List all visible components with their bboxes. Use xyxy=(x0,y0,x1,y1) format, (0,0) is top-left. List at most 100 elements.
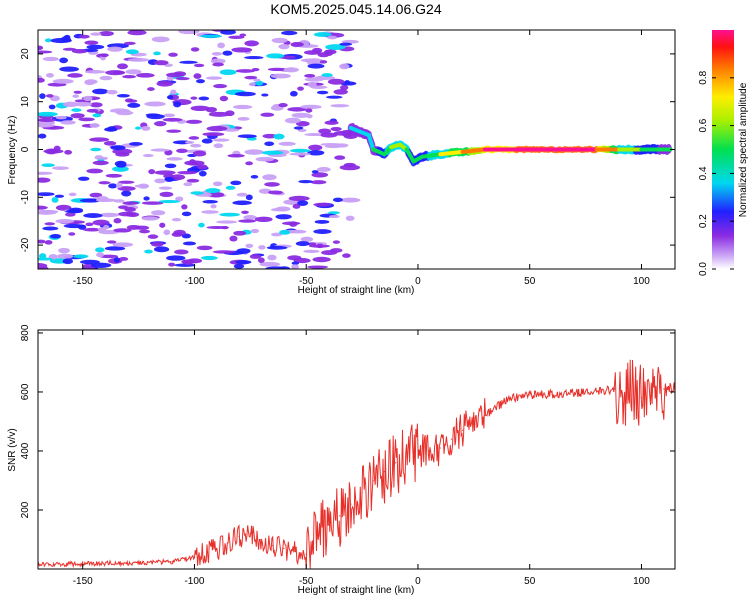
noise-blob xyxy=(196,245,213,251)
noise-blob xyxy=(324,50,334,56)
noise-blob xyxy=(51,197,59,203)
noise-blob xyxy=(92,88,109,95)
noise-blob xyxy=(104,127,118,132)
noise-blob xyxy=(116,182,123,189)
snr-y-axis-label: SNR (v/v) xyxy=(7,428,18,471)
noise-blob xyxy=(339,164,361,171)
noise-blob xyxy=(106,89,118,95)
noise-blob xyxy=(339,42,353,46)
noise-blob xyxy=(185,140,195,144)
noise-blob xyxy=(179,60,198,64)
noise-blob xyxy=(297,86,304,91)
noise-blob xyxy=(115,110,134,116)
noise-blob xyxy=(118,257,129,261)
snr-panel: -150 -100 -50 0 50 100 200 400 600 800 Height of … xyxy=(7,324,676,596)
colorbar-tick-label: 0.4 xyxy=(698,166,709,180)
noise-blob xyxy=(38,77,45,83)
noise-blob xyxy=(310,180,327,185)
colorbar-tick-label: 0.6 xyxy=(698,118,709,132)
x-tick-label: -150 xyxy=(73,276,93,287)
noise-blob xyxy=(316,90,329,95)
noise-blob xyxy=(289,148,311,153)
noise-blob xyxy=(71,108,82,112)
snr-data-point xyxy=(614,388,616,390)
noise-blob xyxy=(173,229,186,236)
noise-blob xyxy=(311,170,319,174)
noise-blob xyxy=(52,78,74,84)
noise-blob xyxy=(264,141,275,147)
noise-blob xyxy=(291,261,300,265)
noise-blob xyxy=(188,136,200,140)
noise-blob xyxy=(175,77,190,81)
y-tick-label: 600 xyxy=(20,383,31,400)
noise-blob xyxy=(116,94,130,98)
noise-blob xyxy=(48,104,56,110)
snr-data-point xyxy=(82,563,84,565)
noise-blob xyxy=(78,34,90,39)
noise-blob xyxy=(150,148,170,152)
noise-blob xyxy=(52,166,70,170)
noise-blob xyxy=(259,261,281,267)
noise-blob xyxy=(170,174,186,181)
noise-blob xyxy=(313,229,332,235)
noise-blob xyxy=(213,84,228,89)
noise-blob xyxy=(90,147,102,152)
noise-blob xyxy=(267,67,287,72)
noise-blob xyxy=(98,30,114,37)
noise-blob xyxy=(63,224,86,229)
noise-blob xyxy=(321,250,338,256)
noise-blob xyxy=(175,196,184,202)
noise-blob xyxy=(304,133,325,137)
noise-blob xyxy=(112,242,134,248)
noise-blob xyxy=(296,121,310,127)
noise-blob xyxy=(292,203,301,209)
noise-blob xyxy=(42,56,60,62)
noise-blob xyxy=(230,180,242,186)
noise-blob xyxy=(113,218,122,224)
noise-blob xyxy=(197,164,208,170)
noise-blob xyxy=(147,234,159,239)
noise-blob xyxy=(291,264,299,269)
noise-blob xyxy=(67,73,83,78)
noise-blob xyxy=(181,211,192,217)
noise-blob xyxy=(171,218,182,222)
noise-blob xyxy=(201,255,218,261)
noise-blob xyxy=(268,190,283,195)
noise-blob xyxy=(244,56,264,60)
noise-blob xyxy=(122,75,136,79)
noise-blob xyxy=(314,219,330,224)
noise-blob xyxy=(255,80,264,86)
noise-blob xyxy=(271,37,288,44)
snr-data-point xyxy=(417,450,419,452)
noise-blob xyxy=(327,78,345,85)
noise-blob xyxy=(243,215,257,220)
noise-blob xyxy=(125,69,142,75)
noise-blob xyxy=(270,73,291,79)
noise-blob xyxy=(198,222,205,228)
noise-blob xyxy=(144,249,153,254)
snr-data-point xyxy=(428,450,430,452)
noise-blob xyxy=(86,108,99,113)
noise-blob xyxy=(72,94,80,98)
noise-blob xyxy=(64,212,76,217)
noise-blob xyxy=(200,34,222,38)
noise-blob xyxy=(219,69,237,76)
noise-blob xyxy=(293,126,304,130)
noise-blob xyxy=(39,93,46,100)
noise-blob xyxy=(144,101,166,107)
noise-blob xyxy=(210,204,217,209)
snr-data-point xyxy=(339,515,341,517)
noise-blob xyxy=(308,242,317,246)
noise-blob xyxy=(158,199,180,204)
noise-blob xyxy=(327,35,338,40)
noise-blob xyxy=(97,227,107,233)
snr-data-point xyxy=(529,394,531,396)
snr-data-point xyxy=(361,491,363,493)
noise-blob xyxy=(284,117,301,124)
snr-data-point xyxy=(327,524,330,526)
noise-blob xyxy=(92,219,110,226)
noise-blob xyxy=(126,99,138,103)
noise-blob xyxy=(212,181,223,187)
noise-blob xyxy=(255,156,275,162)
